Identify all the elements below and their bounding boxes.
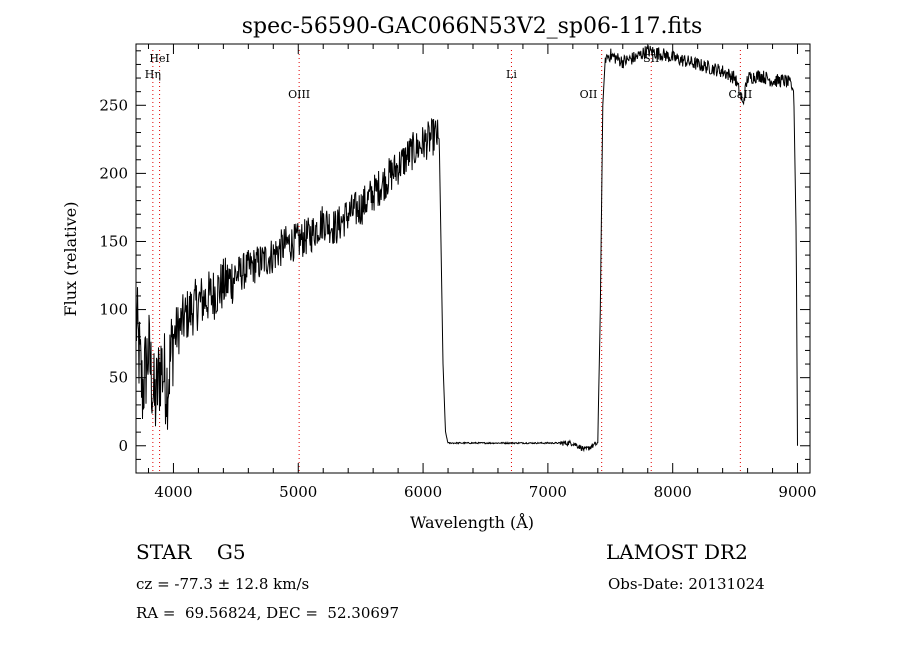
spectral-line-label: SII xyxy=(643,52,659,65)
x-tick-label: 4000 xyxy=(154,483,192,501)
x-tick-label: 8000 xyxy=(654,483,692,501)
spectral-line-label: OII xyxy=(580,88,598,101)
chart-title: spec-56590-GAC066N53V2_sp06-117.fits xyxy=(242,14,703,39)
spectral-line-label: OIII xyxy=(288,88,310,101)
x-tick-label: 9000 xyxy=(778,483,816,501)
plot-frame xyxy=(135,43,811,474)
x-axis-label: Wavelength (Å) xyxy=(410,512,534,532)
coordinates: RA = 69.56824, DEC = 52.30697 xyxy=(136,604,400,622)
y-tick-label: 200 xyxy=(99,164,128,182)
y-tick-label: 0 xyxy=(118,437,128,455)
spectral-line-label: Hη xyxy=(145,68,161,81)
object-class: STAR G5 xyxy=(136,540,246,564)
spectral-line-label: HeI xyxy=(149,52,169,65)
y-tick-label: 100 xyxy=(99,301,128,319)
redshift-velocity: cz = -77.3 ± 12.8 km/s xyxy=(136,575,310,593)
spectral-line-label: Li xyxy=(506,68,517,81)
x-tick-label: 6000 xyxy=(404,483,442,501)
x-tick-label: 5000 xyxy=(279,483,317,501)
y-tick-label: 150 xyxy=(99,232,128,250)
y-tick-label: 250 xyxy=(99,96,128,114)
y-tick-label: 50 xyxy=(109,369,128,387)
axis-ticks: 4000 5000 6000 7000 8000 9000 0 50 100 150 200 250 xyxy=(99,44,817,501)
spectrum-line xyxy=(135,45,798,453)
survey-name: LAMOST DR2 xyxy=(606,540,748,564)
observation-date: Obs-Date: 20131024 xyxy=(608,575,765,593)
y-axis-label: Flux (relative) xyxy=(61,202,80,317)
x-tick-label: 7000 xyxy=(529,483,567,501)
